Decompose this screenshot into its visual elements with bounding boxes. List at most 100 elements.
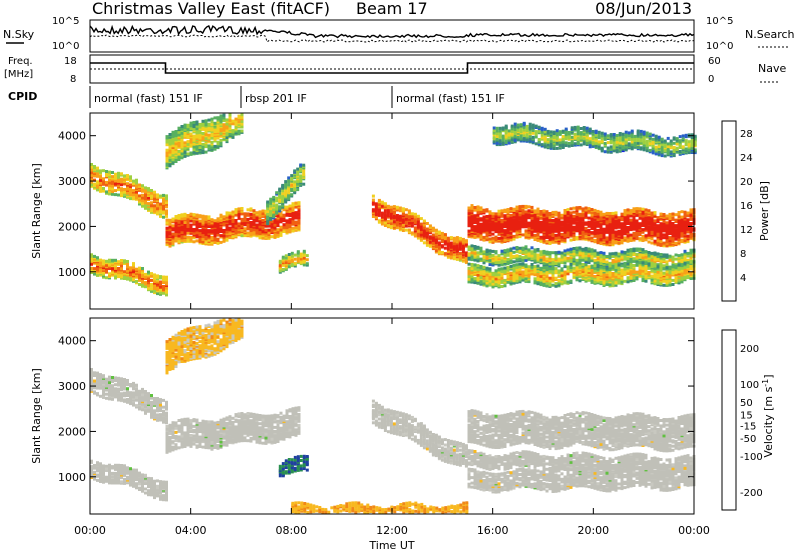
heatmap-cell [674,257,678,261]
heatmap-cell [503,214,507,218]
heatmap-cell [374,211,378,215]
heatmap-cell [503,284,507,288]
heatmap-cell [524,254,528,258]
heatmap-cell [180,134,184,138]
heatmap-cell [413,233,417,237]
heatmap-cell [500,218,504,222]
heatmap-cell [162,207,165,211]
heatmap-cell [689,213,693,217]
heatmap-cell [668,236,672,240]
heatmap-cell [141,267,144,270]
heatmap-cell [527,227,531,230]
heatmap-cell [653,251,657,255]
heatmap-cell [171,144,175,148]
heatmap-cell [659,226,663,230]
heatmap-cell [219,141,223,145]
heatmap-cell [156,207,159,210]
heatmap-cell [93,254,96,258]
heatmap-cell [500,272,504,276]
heatmap-cell [431,233,435,237]
heatmap-cell [671,258,675,262]
heatmap-cell [641,269,645,273]
heatmap-cell [126,191,129,195]
heatmap-cell [120,267,123,271]
heatmap-cell [680,238,684,242]
heatmap-cell [524,258,528,262]
heatmap-cell [584,232,588,236]
heatmap-cell [509,235,513,239]
heatmap-cell [159,283,162,287]
heatmap-cell [174,160,178,163]
heatmap-cell [377,198,381,202]
heatmap-cell [108,272,111,276]
heatmap-cell [201,132,205,135]
heatmap-cell [150,189,153,192]
heatmap-cell [467,262,471,266]
heatmap-cell [593,211,597,215]
heatmap-cell [455,252,459,256]
heatmap-cell [476,259,480,263]
heatmap-cell [497,263,501,267]
heatmap-cell [99,264,102,268]
heatmap-cell [374,202,378,206]
heatmap-cell [515,268,519,272]
heatmap-cell [479,234,483,238]
heatmap-cell [437,246,441,250]
heatmap-cell [569,219,573,223]
heatmap-cell [500,279,504,283]
heatmap-cell [150,195,153,199]
heatmap-cell [180,236,184,240]
heatmap-cell [261,219,265,222]
heatmap-cell [593,238,597,242]
heatmap-cell [159,205,162,209]
heatmap-cell [455,236,459,240]
heatmap-cell [554,267,558,271]
heatmap-cell [581,227,585,231]
heatmap-cell [677,221,681,225]
heatmap-cell [503,249,507,253]
heatmap-cell [539,235,543,239]
heatmap-cell [647,225,651,229]
heatmap-cell [144,285,147,289]
heatmap-cell [515,276,519,280]
heatmap-cell [602,212,606,216]
heatmap-cell [416,220,420,224]
heatmap-cell [476,276,480,280]
heatmap-cell [587,216,591,220]
heatmap-cell [473,263,477,267]
heatmap-cell [530,263,534,266]
heatmap-cell [479,246,483,250]
heatmap-cell [590,248,594,252]
heatmap-cell [479,265,483,268]
heatmap-cell [548,255,552,259]
heatmap-cell [608,240,612,244]
heatmap-cell [192,240,196,244]
heatmap-cell [231,133,235,137]
heatmap-cell [234,117,238,121]
heatmap-cell [162,215,165,219]
heatmap-cell [488,267,492,271]
heatmap-cell [488,252,492,256]
heatmap-cell [473,245,477,248]
heatmap-cell [662,283,666,287]
heatmap-cell [518,205,522,209]
heatmap-cell [467,275,471,278]
heatmap-cell [587,228,591,232]
heatmap-cell [171,148,175,152]
heatmap-cell [599,265,603,269]
heatmap-cell [297,221,301,225]
heatmap-cell [608,227,612,230]
heatmap-cell [243,219,247,223]
heatmap-cell [294,211,298,215]
heatmap-cell [279,225,283,229]
heatmap-cell [198,129,202,133]
heatmap-cell [425,222,429,225]
heatmap-cell [578,264,582,268]
heatmap-cell [578,231,582,235]
heatmap-cell [491,236,495,240]
heatmap-cell [677,254,681,258]
heatmap-cell [503,278,507,282]
heatmap-cell [488,254,492,258]
heatmap-cell [276,224,280,228]
heatmap-cell [105,263,108,267]
